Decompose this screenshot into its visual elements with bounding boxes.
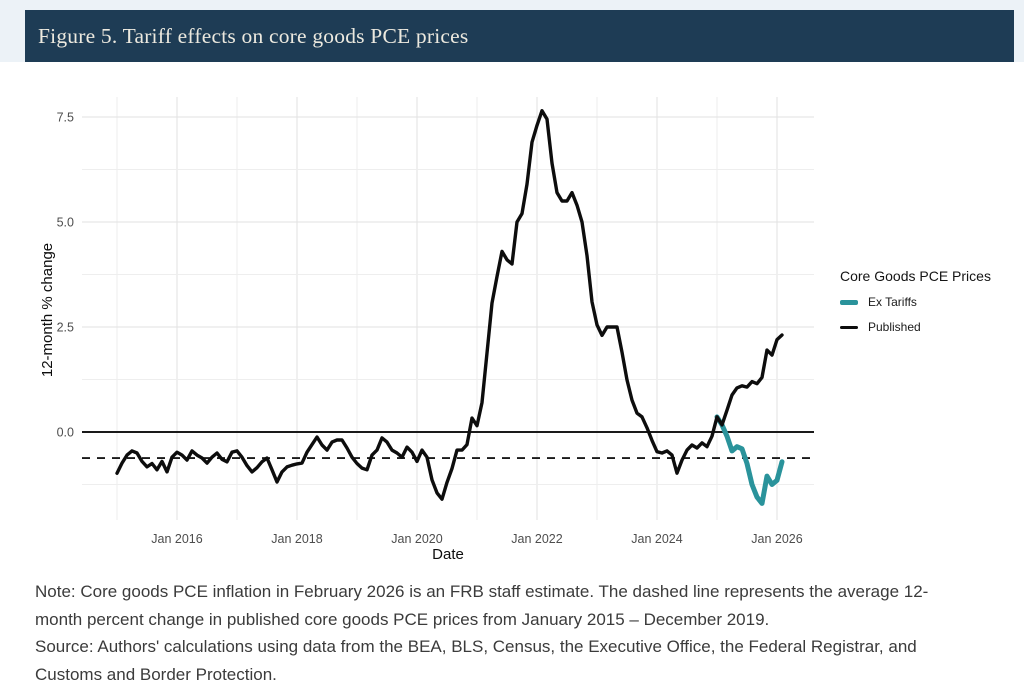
legend-item-label: Ex Tariffs [868, 295, 917, 309]
header-row: Figure 5. Tariff effects on core goods P… [0, 0, 1024, 62]
x-tick-label: Jan 2026 [751, 532, 802, 546]
note-text: Note: Core goods PCE inflation in Februa… [35, 582, 929, 629]
y-axis-title: 12-month % change [39, 243, 56, 377]
line-chart: 0.0 2.5 5.0 7.5 Jan 2016 Jan 2018 Jan 2020 Jan … [39, 97, 814, 563]
figure-title-bar: Figure 5. Tariff effects on core goods P… [25, 10, 1014, 62]
chart-legend: Core Goods PCE Prices Ex Tariffs Publishe… [840, 268, 991, 334]
legend-item: Published [840, 320, 991, 334]
y-tick-label: 2.5 [57, 321, 74, 335]
x-tick-label: Jan 2016 [151, 532, 202, 546]
x-tick-label: Jan 2018 [271, 532, 322, 546]
x-tick-label: Jan 2020 [391, 532, 442, 546]
y-tick-label: 5.0 [57, 216, 74, 230]
x-axis-title: Date [432, 546, 464, 563]
x-tick-label: Jan 2024 [631, 532, 682, 546]
legend-item: Ex Tariffs [840, 295, 991, 309]
ex-tariffs-line [714, 414, 785, 506]
chart-notes: Note: Core goods PCE inflation in Februa… [0, 570, 995, 688]
legend-line-swatch [840, 325, 858, 329]
figure-title: Figure 5. Tariff effects on core goods P… [38, 23, 469, 48]
chart-area: 0.0 2.5 5.0 7.5 Jan 2016 Jan 2018 Jan 2020 Jan … [0, 62, 1024, 570]
published-line [115, 109, 784, 501]
legend-items: Ex Tariffs Published [840, 295, 991, 334]
y-tick-label: 7.5 [57, 111, 74, 125]
legend-title: Core Goods PCE Prices [840, 268, 991, 284]
y-tick-label: 0.0 [57, 426, 74, 440]
legend-item-label: Published [868, 320, 921, 334]
x-tick-label: Jan 2022 [511, 532, 562, 546]
source-text: Source: Authors' calculations using data… [35, 637, 917, 684]
legend-line-swatch [840, 299, 858, 305]
